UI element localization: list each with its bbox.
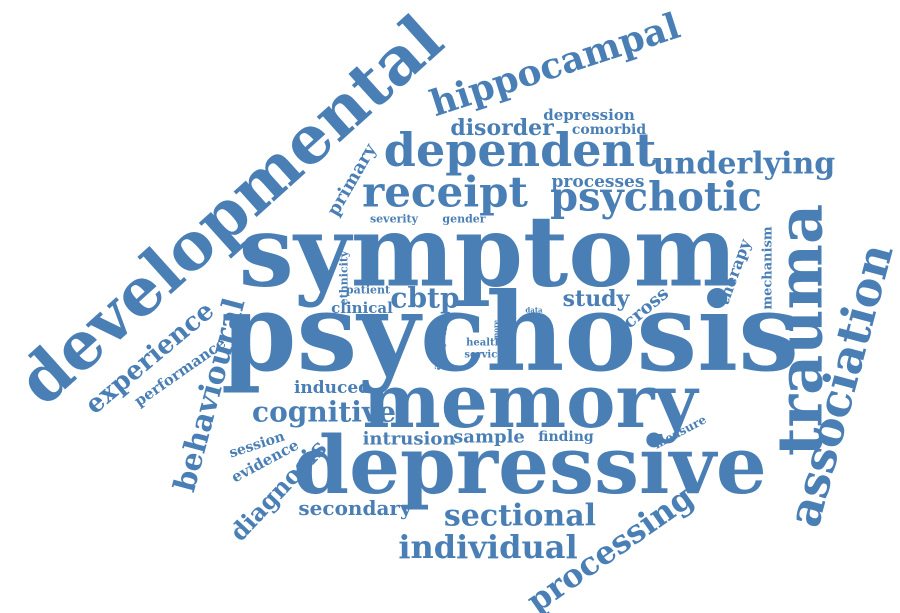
word-depression: depression [543, 106, 635, 124]
word-patient: patient [346, 284, 391, 297]
word-comorbid: comorbid [572, 122, 646, 138]
word-more: more [492, 319, 501, 340]
word-psychotic: psychotic [550, 174, 762, 221]
word-severity: severity [370, 213, 419, 226]
word-dependent: dependent [384, 123, 657, 177]
word-clinical: clinical [331, 299, 393, 317]
word-cbtp: cbtp [390, 282, 459, 315]
word-trauma: trauma [764, 204, 837, 456]
word-mechanism: mechanism [761, 226, 776, 310]
word-intrusion: intrusion [363, 429, 456, 450]
word-service: service [464, 350, 503, 361]
word-induced: induced [294, 378, 370, 398]
word-sample: sample [453, 427, 525, 448]
word-secondary: secondary [298, 496, 413, 520]
word-memory: memory [362, 359, 699, 445]
word-psychosis: psychosis [221, 270, 799, 396]
word-disorder: disorder [450, 115, 554, 141]
word-underlying: underlying [653, 147, 836, 182]
word-symptom: symptom [239, 195, 738, 310]
word-ethnicity: ethnicity [338, 250, 351, 305]
word-sectional: sectional [444, 499, 596, 534]
word-receipt: receipt [362, 168, 528, 217]
word-individual: individual [398, 528, 577, 566]
word-data: data [525, 306, 543, 315]
word-processes: processes [552, 172, 645, 192]
word-cognitive: cognitive [252, 396, 396, 429]
word-study: study [563, 286, 631, 312]
word-finding: finding [538, 429, 594, 445]
word-health: health [466, 338, 503, 349]
word-depressive: depressive [293, 418, 767, 512]
word-gender: gender [442, 213, 485, 226]
